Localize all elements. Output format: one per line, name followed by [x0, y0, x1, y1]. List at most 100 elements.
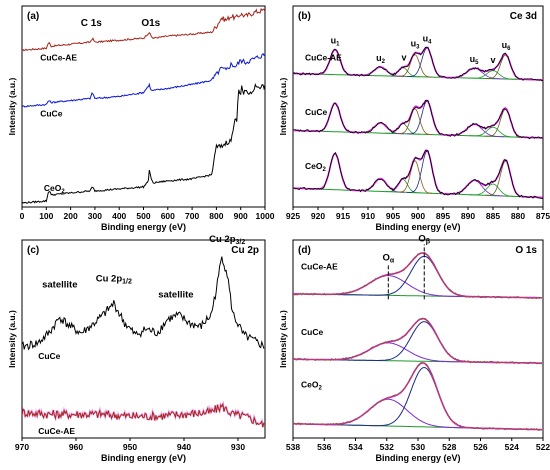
- series-label: CuCe-AE: [38, 426, 75, 436]
- fit-component: [407, 150, 448, 195]
- peak-label: satellite: [158, 289, 193, 300]
- x-tick-label: 300: [88, 211, 102, 221]
- x-tick-label: 536: [317, 442, 331, 452]
- fit-component: [397, 108, 433, 135]
- series-label: CuCe: [40, 109, 62, 119]
- x-axis-label: Binding energy (eV): [375, 222, 460, 232]
- fit-component: [469, 70, 517, 80]
- x-tick-label: 920: [311, 211, 325, 221]
- series-line-CuCe: [21, 256, 265, 351]
- series-label: CeO2: [301, 380, 322, 392]
- x-tick-label: 532: [380, 442, 394, 452]
- series-label: CuCe-AE: [301, 262, 338, 272]
- panel-a-survey: 0 100 200 300 400 500 600 700 800 900 1000 Binding …: [7, 5, 275, 232]
- fit-component: [485, 108, 526, 138]
- series-line-CuCe: [21, 52, 266, 108]
- x-axis-label: Binding energy (eV): [375, 453, 460, 463]
- x-tick-label: 885: [486, 211, 500, 221]
- x-tick-label: 800: [209, 211, 223, 221]
- raw-spectrum: [292, 99, 544, 140]
- panel-label: (a): [27, 11, 39, 22]
- x-tick-label: 880: [511, 211, 525, 221]
- x-axis-label: Binding energy (eV): [101, 453, 186, 463]
- peak-label: u6: [502, 40, 512, 52]
- y-axis-label: Intensity (a.u.): [278, 310, 288, 368]
- peak-label: u4: [423, 33, 433, 45]
- panel-label: (b): [298, 11, 311, 22]
- x-tick-label: 200: [64, 211, 78, 221]
- x-tick-label: 522: [536, 442, 550, 452]
- x-tick-label: 970: [15, 442, 29, 452]
- peak-label: u2: [376, 53, 386, 65]
- raw-spectrum: [292, 251, 542, 300]
- peak-label: Oβ: [418, 233, 430, 245]
- x-tick-label: 1000: [256, 211, 275, 221]
- series-label: CuCe: [38, 351, 60, 361]
- x-tick-label: 895: [436, 211, 450, 221]
- peak-label: Oα: [382, 253, 394, 265]
- series-label: CeO2: [305, 161, 326, 173]
- y-axis-label: Intensity (a.u.): [7, 310, 17, 368]
- x-tick-label: 900: [411, 211, 425, 221]
- raw-spectrum: [292, 317, 543, 365]
- x-tick-label: 500: [136, 211, 150, 221]
- panel-label: (d): [298, 245, 311, 256]
- x-tick-label: 925: [286, 211, 300, 221]
- fit-component: [407, 47, 448, 78]
- x-tick-label: 100: [39, 211, 53, 221]
- panel-c-cu2p: 970 960 950 940 930 Binding energy (eV) Intens…: [7, 234, 266, 463]
- panel-title: Ce 3d: [510, 11, 537, 22]
- x-tick-label: 526: [473, 442, 487, 452]
- fit-component: [469, 183, 517, 197]
- x-tick-label: 524: [505, 442, 519, 452]
- fit-envelope: [293, 99, 543, 139]
- raw-spectrum: [292, 149, 544, 200]
- fit-envelope: [292, 149, 544, 199]
- x-tick-label: 528: [442, 442, 456, 452]
- x-tick-label: 950: [123, 442, 137, 452]
- x-tick-label: 915: [336, 211, 350, 221]
- raw-spectrum: [292, 362, 542, 431]
- series-label: CuCe: [301, 327, 323, 337]
- x-tick-label: 700: [185, 211, 199, 221]
- x-tick-label: 940: [177, 442, 191, 452]
- fit-component: [397, 160, 433, 194]
- y-axis-label: Intensity (a.u.): [7, 78, 17, 136]
- x-axis-label: Binding energy (eV): [101, 222, 186, 232]
- x-tick-label: 910: [361, 211, 375, 221]
- x-tick-label: 890: [461, 211, 475, 221]
- x-tick-label: 930: [231, 442, 245, 452]
- x-tick-label: 538: [286, 442, 300, 452]
- peak-label: satellite: [42, 280, 77, 291]
- peak-label: v: [490, 55, 495, 65]
- fit-envelope: [293, 317, 542, 364]
- peak-label: v: [401, 53, 406, 63]
- fit-component: [469, 126, 517, 138]
- fit-component: [407, 100, 447, 136]
- plot-frame: [21, 239, 266, 439]
- raw-spectrum: [292, 46, 544, 82]
- fit-envelope: [292, 362, 542, 431]
- peak-label: C 1s: [81, 18, 103, 29]
- peak-label: Cu 2p3/2: [209, 234, 245, 246]
- panel-b-ce3d: 925 920 915 910 905 900 895 890 885 880 875 Binding…: [278, 5, 550, 232]
- x-tick-label: 0: [20, 211, 25, 221]
- panel-label: (c): [27, 245, 39, 256]
- o-beta-component: [293, 321, 542, 364]
- x-tick-label: 600: [161, 211, 175, 221]
- fit-envelope: [293, 252, 542, 299]
- fit-component: [315, 153, 355, 191]
- peak-label: Cu 2p1/2: [96, 274, 132, 286]
- series-line-CuCe-AE: [21, 402, 265, 428]
- panel-d-o1s: 538 536 534 532 530 528 526 524 522 Binding energ…: [278, 233, 550, 463]
- series-label: CuCe-AE: [40, 52, 77, 62]
- x-tick-label: 534: [348, 442, 362, 452]
- panel-title: Cu 2p: [231, 245, 259, 256]
- series-label: CuCe: [305, 107, 327, 117]
- series-line-CeO2: [21, 82, 266, 204]
- x-tick-label: 960: [69, 442, 83, 452]
- o-beta-component: [292, 366, 542, 431]
- peak-label: u3: [411, 39, 421, 51]
- y-axis-label: Intensity (a.u.): [278, 78, 288, 136]
